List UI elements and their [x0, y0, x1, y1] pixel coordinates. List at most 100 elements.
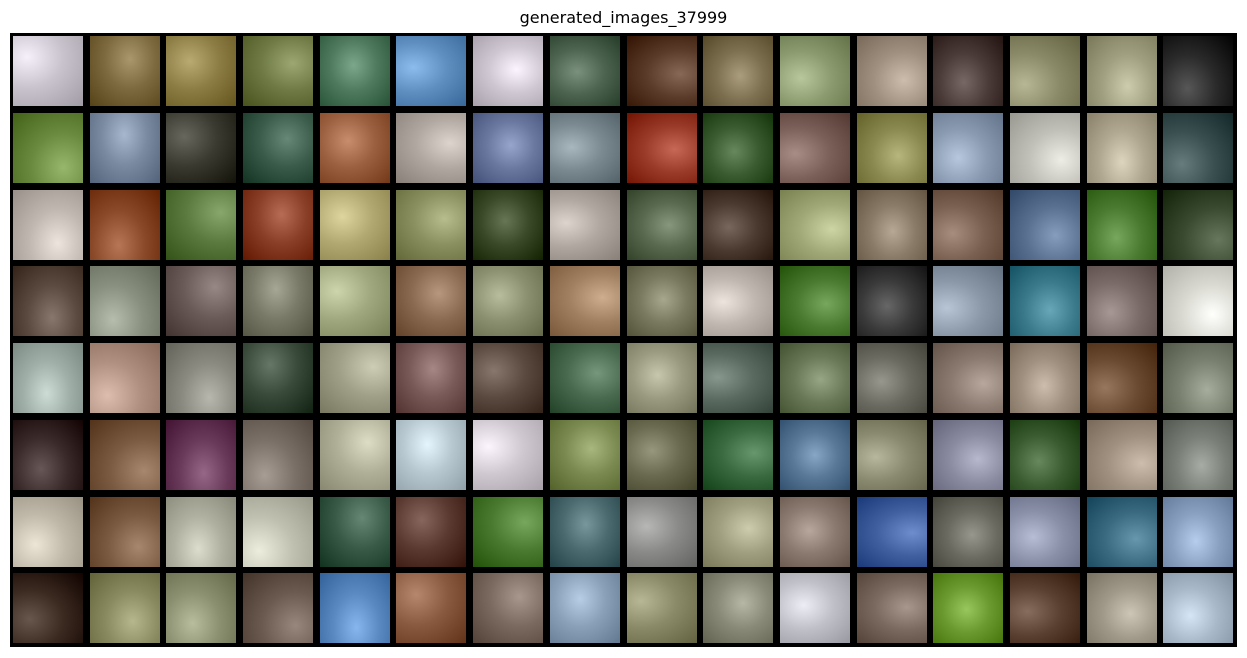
generated-image-tile: [549, 36, 620, 106]
generated-image-tile: [703, 189, 774, 260]
generated-image-tile: [13, 189, 83, 260]
generated-image-tile: [779, 343, 850, 413]
generated-image-tile: [549, 343, 620, 413]
generated-image-tile: [473, 189, 544, 260]
generated-image-tile: [933, 343, 1004, 413]
generated-image-tile: [626, 189, 697, 260]
generated-image-tile: [626, 36, 697, 106]
generated-image-tile: [396, 496, 467, 567]
generated-image-tile: [1086, 36, 1157, 106]
generated-image-tile: [626, 112, 697, 183]
generated-image-tile: [1163, 573, 1234, 644]
generated-image-tile: [1086, 496, 1157, 567]
generated-image-tile: [856, 266, 927, 337]
generated-image-tile: [89, 112, 160, 183]
generated-image-tile: [396, 343, 467, 413]
generated-image-tile: [89, 419, 160, 490]
generated-image-tile: [856, 36, 927, 106]
generated-image-tile: [1009, 112, 1080, 183]
generated-image-tile: [1163, 112, 1234, 183]
generated-image-tile: [779, 266, 850, 337]
generated-image-tile: [1163, 36, 1234, 106]
image-grid: [10, 33, 1237, 647]
generated-image-tile: [13, 573, 83, 644]
generated-image-tile: [1009, 496, 1080, 567]
generated-image-tile: [243, 189, 314, 260]
generated-image-tile: [396, 573, 467, 644]
generated-image-tile: [396, 36, 467, 106]
generated-image-tile: [1163, 266, 1234, 337]
generated-image-tile: [319, 496, 390, 567]
generated-image-tile: [13, 343, 83, 413]
generated-image-tile: [856, 112, 927, 183]
generated-image-tile: [626, 343, 697, 413]
generated-image-tile: [549, 112, 620, 183]
generated-image-tile: [319, 112, 390, 183]
generated-image-tile: [319, 266, 390, 337]
generated-image-tile: [89, 266, 160, 337]
generated-image-tile: [549, 419, 620, 490]
generated-image-tile: [933, 496, 1004, 567]
generated-image-tile: [13, 112, 83, 183]
generated-image-tile: [396, 189, 467, 260]
generated-image-tile: [1009, 266, 1080, 337]
generated-image-tile: [319, 343, 390, 413]
generated-image-tile: [933, 573, 1004, 644]
generated-image-tile: [703, 496, 774, 567]
generated-image-tile: [1086, 419, 1157, 490]
generated-image-tile: [1163, 343, 1234, 413]
generated-image-tile: [89, 496, 160, 567]
generated-image-tile: [933, 112, 1004, 183]
generated-image-tile: [549, 496, 620, 567]
generated-image-tile: [933, 36, 1004, 106]
generated-image-tile: [1009, 36, 1080, 106]
generated-image-tile: [703, 573, 774, 644]
generated-image-tile: [473, 496, 544, 567]
generated-image-tile: [1163, 189, 1234, 260]
generated-image-tile: [396, 112, 467, 183]
generated-image-tile: [473, 573, 544, 644]
generated-image-tile: [319, 419, 390, 490]
generated-image-tile: [703, 419, 774, 490]
generated-image-tile: [779, 36, 850, 106]
generated-image-tile: [549, 573, 620, 644]
generated-image-tile: [626, 266, 697, 337]
generated-image-tile: [473, 343, 544, 413]
generated-image-tile: [856, 419, 927, 490]
generated-image-tile: [779, 573, 850, 644]
generated-image-tile: [473, 112, 544, 183]
generated-image-tile: [626, 496, 697, 567]
generated-image-tile: [703, 266, 774, 337]
generated-image-tile: [779, 496, 850, 567]
generated-image-tile: [166, 266, 237, 337]
generated-image-tile: [1086, 266, 1157, 337]
generated-image-tile: [473, 266, 544, 337]
generated-image-tile: [243, 573, 314, 644]
generated-image-tile: [13, 36, 83, 106]
generated-image-tile: [243, 419, 314, 490]
generated-image-tile: [396, 266, 467, 337]
generated-image-tile: [549, 189, 620, 260]
generated-image-tile: [933, 189, 1004, 260]
generated-image-tile: [166, 343, 237, 413]
generated-image-tile: [243, 266, 314, 337]
generated-image-tile: [1009, 573, 1080, 644]
generated-image-tile: [1086, 343, 1157, 413]
generated-image-tile: [1009, 343, 1080, 413]
generated-image-tile: [243, 496, 314, 567]
generated-image-tile: [13, 496, 83, 567]
generated-image-tile: [89, 36, 160, 106]
generated-image-tile: [319, 573, 390, 644]
generated-image-tile: [1086, 189, 1157, 260]
generated-image-tile: [319, 189, 390, 260]
generated-image-tile: [396, 419, 467, 490]
generated-image-tile: [1009, 189, 1080, 260]
generated-image-tile: [856, 573, 927, 644]
generated-image-tile: [13, 419, 83, 490]
generated-image-tile: [166, 496, 237, 567]
generated-image-tile: [166, 36, 237, 106]
generated-image-tile: [779, 189, 850, 260]
generated-image-tile: [779, 419, 850, 490]
generated-image-tile: [89, 343, 160, 413]
generated-image-tile: [166, 573, 237, 644]
